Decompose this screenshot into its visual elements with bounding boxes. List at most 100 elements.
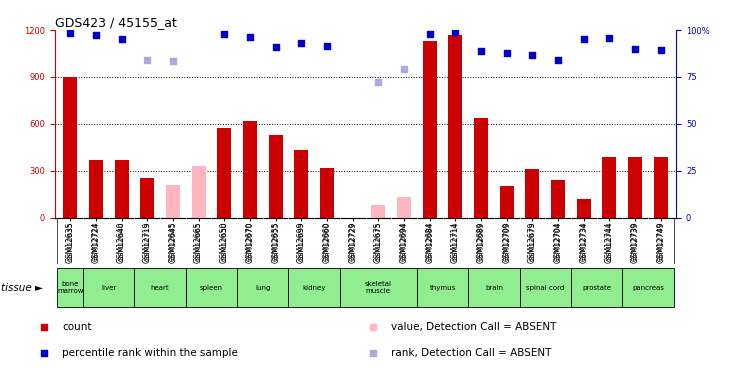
Bar (320, 168, 334, 217)
Point (367, 324, 379, 330)
Point (424, 31, 436, 37)
Text: GDS423 / 45155_at: GDS423 / 45155_at (55, 16, 177, 29)
Text: GSM12734: GSM12734 (580, 221, 587, 261)
Point (219, 31, 230, 37)
Bar (295, 150, 308, 217)
Text: GSM12704: GSM12704 (555, 221, 561, 261)
Text: GSM12709: GSM12709 (504, 221, 510, 261)
Bar (243, 121, 257, 218)
Text: GSM12640: GSM12640 (118, 221, 124, 261)
Text: liver: liver (101, 285, 116, 291)
Text: GSM12635: GSM12635 (67, 221, 73, 261)
Bar (628, 157, 642, 218)
Text: percentile rank within the sample: percentile rank within the sample (62, 348, 238, 358)
Bar (417, 268, 468, 307)
Point (141, 57, 153, 63)
Text: GSM12699: GSM12699 (298, 221, 304, 261)
Point (604, 35, 616, 41)
Bar (602, 157, 616, 218)
Bar (371, 205, 385, 218)
Bar (140, 178, 154, 218)
Bar (217, 128, 231, 217)
Bar (577, 199, 591, 217)
Point (115, 36, 127, 42)
Text: GSM12719: GSM12719 (144, 221, 151, 261)
Text: heart: heart (151, 285, 170, 291)
Text: bone
marrow: bone marrow (57, 281, 83, 294)
Bar (340, 268, 417, 307)
Text: GSM12660: GSM12660 (324, 221, 330, 261)
Text: GSM12650: GSM12650 (221, 221, 227, 261)
Point (367, 350, 379, 355)
Text: brain: brain (485, 285, 503, 291)
Text: GSM12675: GSM12675 (375, 221, 382, 261)
Text: GSM12689: GSM12689 (478, 221, 484, 261)
Point (578, 36, 590, 42)
Point (655, 46, 667, 53)
Text: GSM12694: GSM12694 (401, 221, 407, 261)
Text: kidney: kidney (303, 285, 326, 291)
Point (501, 50, 512, 55)
Point (90, 33, 102, 39)
Bar (186, 268, 237, 307)
Bar (551, 180, 565, 218)
Bar (289, 268, 340, 307)
Bar (268, 135, 283, 218)
Point (270, 44, 281, 50)
Bar (571, 268, 622, 307)
Bar (192, 166, 205, 218)
Point (64, 30, 76, 36)
Point (167, 58, 179, 64)
Text: value, Detection Call = ABSENT: value, Detection Call = ABSENT (391, 322, 556, 332)
Bar (622, 268, 673, 307)
Text: count: count (62, 322, 91, 332)
Text: pancreas: pancreas (632, 285, 664, 291)
Text: GSM12645: GSM12645 (170, 221, 176, 261)
Bar (654, 157, 668, 218)
Text: spleen: spleen (200, 285, 223, 291)
Bar (135, 268, 186, 307)
Text: GSM12684: GSM12684 (427, 221, 433, 261)
Bar (115, 160, 129, 218)
Bar (166, 185, 180, 218)
Bar (526, 169, 539, 217)
Bar (423, 41, 436, 218)
Point (244, 34, 256, 40)
Text: thymus: thymus (429, 285, 455, 291)
Text: GSM12744: GSM12744 (607, 221, 613, 261)
Point (295, 39, 307, 45)
Text: prostate: prostate (582, 285, 611, 291)
Point (38, 350, 50, 355)
Bar (397, 197, 411, 217)
Text: GSM12739: GSM12739 (632, 221, 638, 261)
Text: GSM12729: GSM12729 (349, 221, 356, 261)
Text: lung: lung (255, 285, 270, 291)
Text: GSM12714: GSM12714 (452, 221, 458, 261)
Bar (468, 268, 520, 307)
Text: tissue ►: tissue ► (1, 283, 43, 293)
Text: GSM12670: GSM12670 (247, 221, 253, 261)
Point (552, 57, 564, 63)
Bar (448, 35, 463, 218)
Text: GSM12749: GSM12749 (658, 221, 664, 261)
Text: GSM12679: GSM12679 (529, 221, 535, 261)
Bar (520, 268, 571, 307)
Bar (474, 117, 488, 218)
Point (38, 324, 50, 330)
Text: GSM12724: GSM12724 (93, 221, 99, 261)
Point (398, 66, 410, 72)
Bar (83, 268, 135, 307)
Text: GSM12655: GSM12655 (273, 221, 279, 261)
Bar (237, 268, 289, 307)
Bar (63, 77, 77, 218)
Point (321, 44, 333, 50)
Point (373, 79, 385, 85)
Point (526, 52, 538, 58)
Bar (58, 268, 83, 307)
Text: GSM12665: GSM12665 (196, 221, 202, 261)
Text: skeletal
muscle: skeletal muscle (365, 281, 392, 294)
Text: spinal cord: spinal cord (526, 285, 564, 291)
Bar (89, 160, 103, 218)
Point (629, 46, 641, 52)
Point (475, 48, 487, 54)
